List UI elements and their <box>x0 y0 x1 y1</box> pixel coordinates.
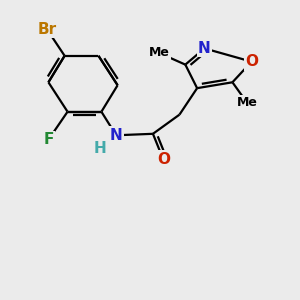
Text: N: N <box>198 41 211 56</box>
Text: Me: Me <box>237 96 258 110</box>
Text: O: O <box>245 54 258 69</box>
Text: H: H <box>94 141 106 156</box>
Text: O: O <box>157 152 170 167</box>
Text: F: F <box>43 132 54 147</box>
Text: Me: Me <box>148 46 169 59</box>
Text: Br: Br <box>38 22 56 37</box>
Text: N: N <box>110 128 122 143</box>
